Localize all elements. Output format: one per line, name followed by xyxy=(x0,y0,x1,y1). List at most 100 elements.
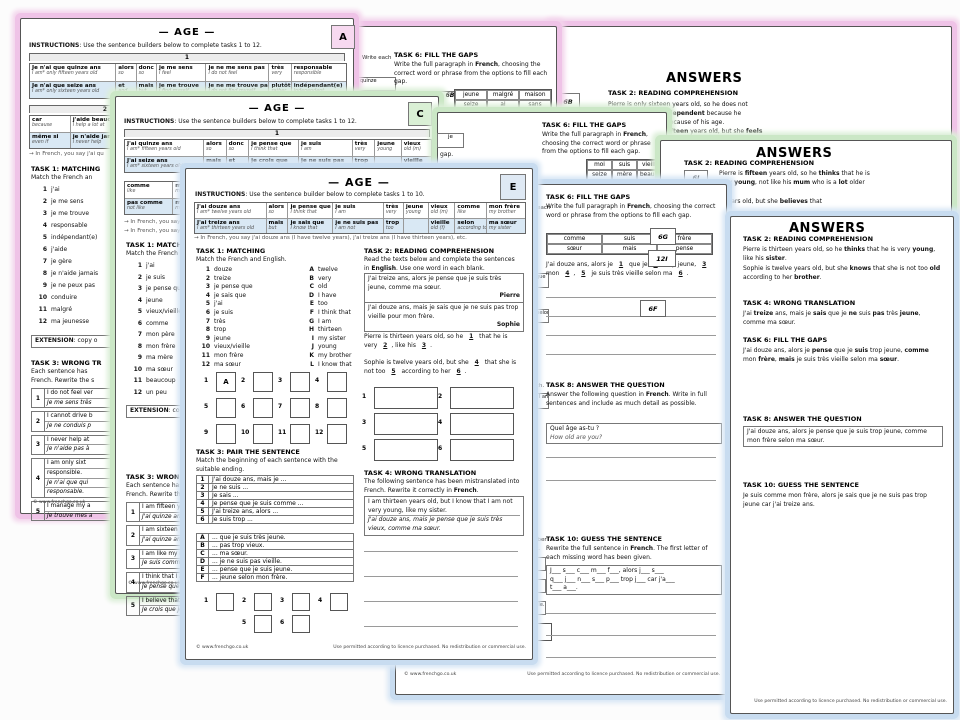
comprehension-sentence: Sophie is twelve years old, but she 4 th… xyxy=(364,359,517,375)
builder-column: jeune young xyxy=(402,203,428,233)
row-number: 2 xyxy=(126,525,140,546)
builder-cell: alors so xyxy=(204,140,226,156)
builder-column: alors so mais but xyxy=(203,140,226,172)
list-key: 7 xyxy=(205,317,210,325)
bold-text: feels xyxy=(746,128,763,135)
sentence-builder-table: J'ai douze ans I am* twelve years old J'ai… xyxy=(194,202,526,234)
english-line: I never help at xyxy=(47,436,90,443)
builder-english: my sister xyxy=(488,225,512,231)
builder-cell: je ne suis pas I am not xyxy=(333,217,383,233)
writing-lines xyxy=(546,457,716,481)
list-key: G xyxy=(309,317,314,325)
pair-text: ... que je suis très jeune. xyxy=(212,534,286,541)
gap-options-table: moisuisvieilleseizemèrebeaucoup xyxy=(586,159,665,181)
builder-english: even if xyxy=(32,139,49,145)
builder-english: not like xyxy=(127,205,145,211)
row-number: 3 xyxy=(31,434,45,456)
builder-column: vieux old (m) vieille old (f) xyxy=(400,140,432,172)
pair-text: J'ai treize ans, alors ... xyxy=(212,508,279,515)
gap-options-table: comme suis frère sœur mais pense xyxy=(546,233,713,255)
builder-cell: J'ai quinze ans I am* fifteen years old xyxy=(125,140,203,156)
builder-cell: comme like xyxy=(455,203,485,218)
list-key: 5 xyxy=(205,300,210,308)
list-item: 2 treize xyxy=(198,275,293,284)
bold-text: INSTRUCTIONS xyxy=(195,191,246,198)
task6-heading: TASK 6: FILL THE GAPS xyxy=(394,51,479,59)
copyright-footer: © www.frenchgo.co.uk xyxy=(128,581,181,586)
list-text: indépendant(e) xyxy=(51,234,98,241)
pair-row: F... jeune selon mon frère. xyxy=(196,574,354,582)
answer-box xyxy=(290,398,310,418)
task1-heading: TASK 1: MATCHING xyxy=(126,241,196,249)
answer-box xyxy=(292,615,310,633)
pair-key: E xyxy=(197,566,209,573)
task8-heading: TASK 8: ANSWER THE QUESTION xyxy=(546,381,665,389)
list-text: very xyxy=(318,274,332,282)
task5-instruction-fragment: rite each xyxy=(526,205,551,211)
builder-cell: J'ai seize ans I am* sixteen years old xyxy=(125,155,204,172)
task6-instructions: Write the full paragraph in French, choo… xyxy=(546,203,716,219)
answer-box: A xyxy=(216,372,236,392)
answer-box xyxy=(327,424,347,444)
pair-key: C xyxy=(197,550,209,557)
task6-answers-heading: TASK 6: FILL THE GAPS xyxy=(743,336,828,344)
list-text: I have xyxy=(318,291,337,299)
pair-row: 6 Je suis trop ... xyxy=(196,516,354,524)
builder-column: donc so et and xyxy=(225,140,249,172)
writing-lines xyxy=(364,551,518,627)
list-text: treize xyxy=(214,274,231,282)
reading-text-box: J'ai douze ans, mais je sais que je ne s… xyxy=(364,302,524,333)
builder-french: je pense que xyxy=(251,141,292,147)
list-key: K xyxy=(309,351,314,359)
task3-instructions: Each sentence has b xyxy=(126,482,189,489)
french-line: Je trouve mes a xyxy=(45,510,155,521)
english-line: I manage my a xyxy=(47,502,91,509)
list-text: je n'aide jamais xyxy=(51,270,99,277)
builder-french: je sais que xyxy=(290,219,325,226)
mistranslation-french: J'ai douze ans, mais je pense que je sui… xyxy=(368,515,520,533)
list-key: E xyxy=(309,300,314,308)
list-text: j'ai xyxy=(51,186,60,193)
list-text: je pense que xyxy=(214,283,253,291)
box-label: 1 xyxy=(362,393,367,400)
list-item: 8 mon frère xyxy=(130,343,280,355)
option-cell: seize xyxy=(587,170,612,180)
list-key: 6 xyxy=(42,246,47,253)
task1-heading: TASK 1: MATCHING xyxy=(196,247,266,255)
box-label: 3 xyxy=(362,419,367,426)
builder-column: comme like pas comme not like xyxy=(125,182,173,214)
builder-french: trop xyxy=(354,157,369,164)
list-key: 8 xyxy=(42,270,47,277)
pair-key: 3 xyxy=(197,492,209,499)
bold-text: French xyxy=(623,131,646,138)
builder-french: comme xyxy=(457,204,481,210)
answer-box xyxy=(374,387,438,409)
builder-french: je ne suis pas xyxy=(335,219,379,226)
list-key: F xyxy=(309,308,314,316)
builder-column: je pense que I think that je crois que I be… xyxy=(248,140,299,172)
option-cell: pense xyxy=(657,244,712,254)
pair-key: F xyxy=(197,574,209,581)
list-text: trop xyxy=(214,326,227,334)
box-label: 3 xyxy=(280,597,285,604)
answer-box xyxy=(292,593,310,611)
task1-instructions: Match the French and English. xyxy=(196,256,287,263)
list-key: I xyxy=(311,334,314,342)
blank-line xyxy=(546,297,716,298)
list-text: conduire xyxy=(51,294,78,301)
gap-options-table: jeune malgré maison seize ai sans xyxy=(454,89,552,111)
answer-text-line: fifteen years old, but she feels xyxy=(666,128,763,135)
blank-line xyxy=(546,635,716,636)
builder-cell: comme like xyxy=(125,182,172,198)
list-text: douze xyxy=(214,266,233,273)
task2-heading: TASK 2: READING COMPREHENSION xyxy=(364,247,495,255)
list-item: 11 mon frère xyxy=(198,352,293,361)
box-label: 5 xyxy=(242,619,247,626)
blank-number: 6 xyxy=(678,269,683,277)
licence-footer: Use permitted according to licence purch… xyxy=(754,699,947,704)
bold-text: young xyxy=(912,246,934,253)
task10-instructions: Rewrite the full sentence in French. The… xyxy=(546,545,708,561)
builder-cell: même si even if xyxy=(30,131,70,148)
